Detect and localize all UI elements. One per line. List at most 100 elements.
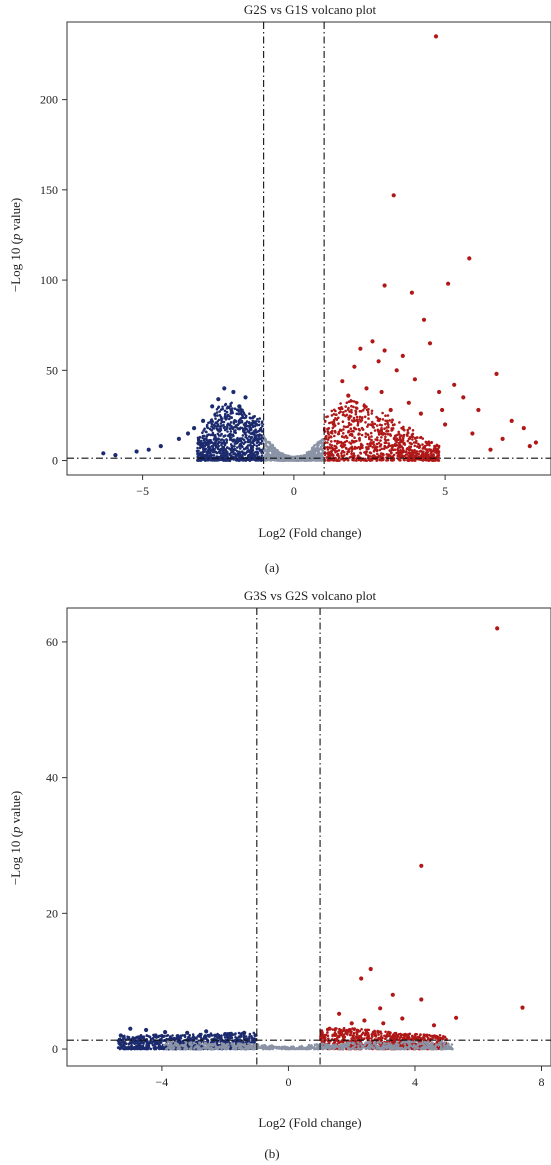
cloud-point-up bbox=[424, 455, 427, 459]
cloud-point-down bbox=[218, 410, 221, 413]
cloud-point-down bbox=[234, 458, 238, 462]
cloud-point-up bbox=[355, 1035, 358, 1038]
cloud-point-ns bbox=[382, 1043, 385, 1047]
cloud-point-down bbox=[238, 437, 242, 440]
cloud-point-ns bbox=[438, 1041, 441, 1045]
cloud-point-ns bbox=[316, 445, 319, 448]
cloud-point-ns bbox=[312, 448, 316, 451]
cloud-point-ns bbox=[225, 1047, 229, 1051]
data-point-down bbox=[185, 431, 191, 436]
cloud-point-up bbox=[380, 459, 383, 462]
cloud-point-down bbox=[234, 442, 238, 445]
cloud-point-up bbox=[437, 1037, 440, 1040]
cloud-point-up bbox=[378, 448, 382, 452]
cloud-point-up bbox=[365, 453, 368, 456]
cloud-point-up bbox=[379, 1037, 383, 1041]
cloud-point-down bbox=[207, 441, 211, 444]
cloud-point-up bbox=[405, 1036, 409, 1039]
cloud-point-down bbox=[160, 1037, 163, 1040]
cloud-point-down bbox=[117, 1040, 120, 1044]
cloud-point-down bbox=[118, 1038, 122, 1042]
cloud-point-down bbox=[171, 1037, 175, 1041]
cloud-point-up bbox=[416, 445, 419, 448]
cloud-point-down bbox=[224, 418, 228, 421]
cloud-point-down bbox=[230, 416, 233, 419]
cloud-point-up bbox=[354, 412, 358, 416]
cloud-point-ns bbox=[416, 1044, 419, 1047]
data-point-up bbox=[418, 411, 423, 416]
cloud-point-up bbox=[360, 1036, 363, 1040]
cloud-point-down bbox=[138, 1042, 142, 1046]
cloud-point-ns bbox=[249, 1044, 252, 1047]
cloud-point-down bbox=[242, 1036, 246, 1040]
x-tick-label: −5 bbox=[136, 484, 149, 498]
panel-label: (a) bbox=[265, 560, 279, 575]
cloud-point-down bbox=[244, 414, 248, 418]
data-point-down bbox=[101, 451, 106, 456]
data-point-up bbox=[437, 389, 442, 395]
cloud-point-up bbox=[331, 426, 335, 430]
cloud-point-down bbox=[241, 415, 244, 418]
cloud-point-ns bbox=[430, 1047, 434, 1051]
cloud-point-down bbox=[257, 429, 261, 433]
cloud-point-ns bbox=[270, 454, 274, 458]
cloud-point-down bbox=[211, 433, 215, 437]
cloud-point-up bbox=[334, 1027, 337, 1030]
cloud-point-ns bbox=[376, 1044, 379, 1048]
cloud-point-up bbox=[338, 406, 341, 410]
cloud-point-up bbox=[380, 1032, 383, 1035]
cloud-point-up bbox=[399, 1044, 402, 1047]
cloud-point-up bbox=[326, 1031, 329, 1034]
cloud-point-down bbox=[245, 445, 249, 449]
cloud-point-ns bbox=[251, 1044, 254, 1047]
cloud-point-down bbox=[253, 424, 257, 428]
cloud-point-up bbox=[395, 437, 399, 440]
cloud-point-up bbox=[411, 432, 415, 436]
cloud-point-ns bbox=[314, 459, 318, 462]
cloud-point-up bbox=[369, 441, 372, 444]
cloud-point-down bbox=[257, 443, 261, 447]
cloud-point-up bbox=[418, 450, 421, 453]
data-point-up bbox=[400, 353, 405, 358]
cloud-point-up bbox=[406, 439, 410, 443]
cloud-point-up bbox=[397, 445, 401, 449]
cloud-point-ns bbox=[354, 1044, 357, 1047]
cloud-point-up bbox=[352, 400, 356, 403]
cloud-point-down bbox=[236, 440, 240, 444]
cloud-point-down bbox=[228, 435, 231, 438]
data-point-up bbox=[340, 379, 345, 384]
cloud-point-up bbox=[320, 1039, 323, 1042]
data-point-down bbox=[231, 389, 236, 395]
cloud-point-up bbox=[413, 448, 416, 452]
cloud-point-ns bbox=[190, 1041, 193, 1044]
data-point-up bbox=[461, 395, 466, 400]
cloud-point-down bbox=[222, 459, 225, 462]
cloud-point-down bbox=[117, 1046, 121, 1049]
cloud-point-up bbox=[342, 425, 346, 428]
cloud-point-up bbox=[346, 450, 350, 454]
cloud-point-up bbox=[391, 444, 395, 447]
cloud-point-down bbox=[218, 448, 222, 452]
cloud-point-down bbox=[248, 416, 252, 420]
cloud-point-up bbox=[334, 445, 338, 448]
cloud-point-down bbox=[206, 433, 209, 437]
cloud-point-ns bbox=[431, 1042, 435, 1045]
cloud-point-up bbox=[360, 1028, 363, 1031]
cloud-point-up bbox=[417, 452, 421, 456]
cloud-point-ns bbox=[271, 443, 274, 447]
cloud-point-up bbox=[346, 458, 350, 462]
data-point-up bbox=[409, 290, 414, 295]
cloud-point-up bbox=[327, 427, 331, 430]
cloud-point-up bbox=[355, 419, 358, 422]
cloud-point-up bbox=[361, 408, 365, 412]
cloud-point-ns bbox=[280, 454, 284, 458]
cloud-point-ns bbox=[305, 455, 309, 459]
cloud-point-down bbox=[234, 1036, 237, 1039]
data-point-up bbox=[443, 422, 448, 427]
y-tick-label: 150 bbox=[40, 183, 58, 197]
cloud-point-down bbox=[200, 1037, 204, 1041]
x-axis-label: Log2 (Fold change) bbox=[258, 525, 361, 540]
cloud-point-up bbox=[348, 1030, 351, 1033]
cloud-point-up bbox=[337, 432, 341, 436]
cloud-point-up bbox=[435, 458, 439, 462]
